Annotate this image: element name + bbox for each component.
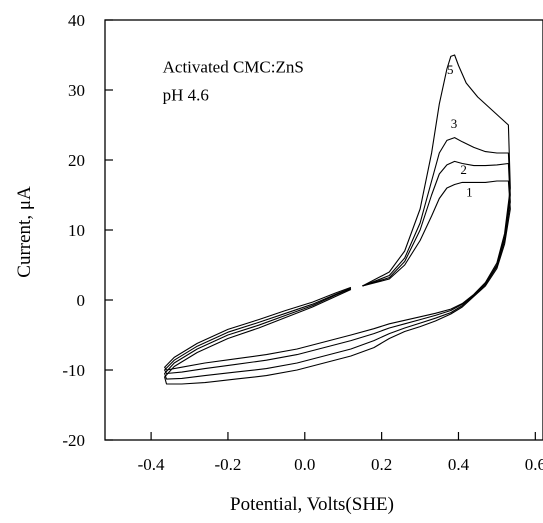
- y-tick-label: -10: [62, 361, 85, 380]
- series-labels: 1 2 3 5: [447, 62, 473, 199]
- x-tick-label: 0.6: [525, 455, 543, 474]
- plot-frame: [104, 19, 543, 441]
- series-line-5: [164, 54, 511, 371]
- series-line-1: [164, 180, 511, 385]
- x-axis-ticks: -0.4 -0.2 0.0 0.2 0.4 0.6: [138, 432, 543, 474]
- y-tick-label: -20: [62, 431, 85, 450]
- x-tick-label: 0.2: [371, 455, 392, 474]
- y-axis-ticks: -20 -10 0 10 20 30 40: [62, 11, 113, 450]
- series-label-3: 3: [451, 116, 458, 131]
- series-line-2: [164, 160, 511, 380]
- y-axis-label: Current, μA: [14, 186, 35, 278]
- x-axis-label: Potential, Volts(SHE): [230, 494, 394, 515]
- x-tick-label: -0.4: [138, 455, 165, 474]
- series-line-3: [164, 137, 511, 375]
- annotation-text: Activated CMC:ZnS: [163, 58, 304, 77]
- x-tick-label: 0.0: [294, 455, 315, 474]
- annotations: Activated CMC:ZnS pH 4.6: [163, 58, 304, 105]
- x-tick-label: -0.2: [214, 455, 241, 474]
- x-tick-label: 0.4: [448, 455, 470, 474]
- series-label-2: 2: [460, 162, 467, 177]
- series-label-5: 5: [447, 62, 454, 77]
- y-tick-label: 30: [68, 81, 85, 100]
- y-tick-label: 0: [77, 291, 86, 310]
- series-layer: [164, 54, 511, 385]
- y-tick-label: 20: [68, 151, 85, 170]
- series-label-1: 1: [466, 184, 473, 199]
- annotation-text: pH 4.6: [163, 86, 209, 105]
- y-tick-label: 10: [68, 221, 85, 240]
- y-tick-label: 40: [68, 11, 85, 30]
